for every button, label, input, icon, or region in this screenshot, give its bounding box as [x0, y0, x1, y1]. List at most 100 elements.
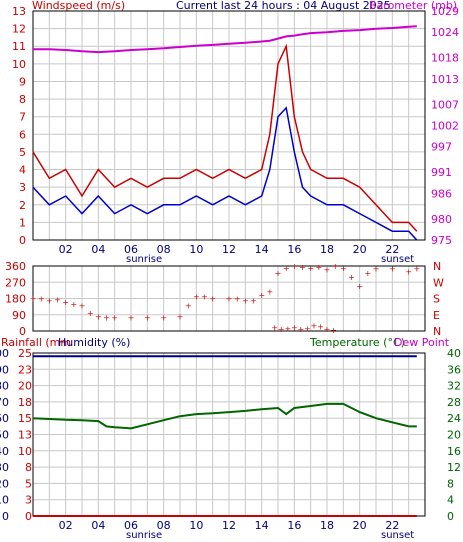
compass-tick-label: W — [433, 276, 444, 289]
barometer-tick-label: 997 — [431, 141, 452, 154]
windspeed-tick-label: 8 — [19, 93, 26, 106]
direction-point-0-35: + — [356, 282, 363, 291]
windspeed-axis-title: Windspeed (m/s) — [32, 0, 125, 12]
direction-point-0-18: + — [209, 295, 216, 304]
humidity-tick-label: 40 — [0, 445, 9, 458]
humidity-tick-label: 0 — [2, 510, 9, 523]
direction-point-0-33: + — [340, 264, 347, 273]
x-tick-label-bottom: 16 — [287, 519, 301, 532]
temperature-axis-title: Temperature (°C) — [309, 336, 405, 349]
temperature-tick-label: 24 — [447, 412, 461, 425]
direction-point-0-12: + — [144, 313, 151, 322]
wind-series-line-1 — [32, 106, 418, 241]
barometer-tick-label: 975 — [431, 234, 452, 247]
direction-point-0-5: + — [70, 300, 77, 309]
direction-point-0-16: + — [193, 293, 200, 302]
compass-tick-label: E — [433, 309, 440, 322]
direction-point-1-2: + — [284, 324, 291, 333]
direction-point-0-17: + — [201, 293, 208, 302]
compass-tick-label: N — [433, 325, 441, 338]
direction-point-0-11: + — [128, 313, 135, 322]
direction-point-0-20: + — [234, 295, 241, 304]
temperature-tick-label: 8 — [447, 477, 454, 490]
direction-point-0-7: + — [87, 309, 94, 318]
sunset-label-top: sunset — [381, 254, 414, 265]
direction-panel-frame — [32, 265, 426, 332]
barometer-tick-label: 986 — [431, 187, 452, 200]
x-tick-label-top: 06 — [124, 243, 138, 256]
direction-point-1-5: + — [304, 324, 311, 333]
direction-point-0-28: + — [299, 263, 306, 272]
windspeed-tick-label: 9 — [19, 75, 26, 88]
temperature-tick-label: 0 — [447, 510, 454, 523]
x-tick-label-top: 22 — [385, 243, 399, 256]
rainfall-tick-label: 10 — [18, 445, 32, 458]
temperature-tick-label: 12 — [447, 461, 461, 474]
direction-point-1-7: + — [317, 322, 324, 331]
x-tick-label-top: 04 — [91, 243, 105, 256]
rainfall-tick-label: 13 — [18, 429, 32, 442]
humidity-tick-label: 20 — [0, 477, 9, 490]
direction-point-0-31: + — [324, 266, 331, 275]
temperature-tick-label: 36 — [447, 363, 461, 376]
direction-point-0-3: + — [54, 295, 61, 304]
direction-point-0-21: + — [242, 296, 249, 305]
direction-point-1-4: + — [298, 325, 305, 334]
direction-tick-label: 360 — [5, 260, 26, 273]
chart-header-title: Current last 24 hours : 04 August 2025 — [176, 0, 391, 12]
sunrise-label-bottom: sunrise — [126, 530, 162, 541]
x-tick-label-bottom: 08 — [157, 519, 171, 532]
direction-point-0-10: + — [111, 313, 118, 322]
x-tick-label-bottom: 04 — [91, 519, 105, 532]
rainfall-tick-label: 25 — [18, 347, 32, 360]
direction-point-0-36: + — [364, 269, 371, 278]
direction-point-0-6: + — [79, 302, 86, 311]
direction-point-0-24: + — [266, 287, 273, 296]
barometer-tick-label: 1002 — [431, 120, 459, 133]
rainfall-tick-label: 8 — [25, 461, 32, 474]
x-tick-label-top: 20 — [353, 243, 367, 256]
direction-tick-label: 90 — [12, 309, 26, 322]
x-tick-label-top: 16 — [287, 243, 301, 256]
direction-point-0-22: + — [250, 296, 257, 305]
humidity-tick-label: 60 — [0, 412, 9, 425]
x-tick-label-bottom: 06 — [124, 519, 138, 532]
windspeed-tick-label: 11 — [12, 40, 26, 53]
wind-panel-frame — [32, 10, 426, 241]
direction-point-1-6: + — [311, 322, 318, 331]
direction-point-0-9: + — [103, 313, 110, 322]
rainfall-tick-label: 18 — [18, 396, 32, 409]
x-tick-label-top: 12 — [222, 243, 236, 256]
x-tick-label-bottom: 02 — [59, 519, 73, 532]
direction-point-1-3: + — [291, 323, 298, 332]
x-tick-label-top: 02 — [59, 243, 73, 256]
temperature-tick-label: 20 — [447, 429, 461, 442]
direction-tick-label: 270 — [5, 276, 26, 289]
humidity-tick-label: 80 — [0, 380, 9, 393]
thr-series-line-1 — [32, 402, 417, 430]
humidity-axis-title: Humidity (%) — [58, 336, 130, 349]
direction-point-0-8: + — [95, 313, 102, 322]
barometer-tick-label: 1018 — [431, 52, 459, 65]
direction-point-1-8: + — [324, 325, 331, 334]
direction-tick-label: 0 — [19, 325, 26, 338]
temperature-tick-label: 32 — [447, 380, 461, 393]
humidity-tick-label: 70 — [0, 396, 9, 409]
windspeed-tick-label: 4 — [19, 164, 26, 177]
direction-point-0-15: + — [185, 302, 192, 311]
direction-point-0-38: + — [389, 265, 396, 274]
rainfall-tick-label: 0 — [25, 510, 32, 523]
sunset-label-bottom: sunset — [381, 530, 414, 541]
temperature-tick-label: 28 — [447, 396, 461, 409]
direction-point-0-37: + — [373, 265, 380, 274]
direction-point-0-39: + — [405, 267, 412, 276]
windspeed-tick-label: 12 — [12, 23, 26, 36]
windspeed-tick-label: 6 — [19, 128, 26, 141]
humidity-tick-label: 100 — [0, 347, 9, 360]
barometer-tick-label: 980 — [431, 213, 452, 226]
temperature-tick-label: 40 — [447, 347, 461, 360]
direction-point-0-13: + — [160, 313, 167, 322]
windspeed-tick-label: 0 — [19, 234, 26, 247]
humidity-tick-label: 90 — [0, 363, 9, 376]
x-tick-label-bottom: 20 — [353, 519, 367, 532]
